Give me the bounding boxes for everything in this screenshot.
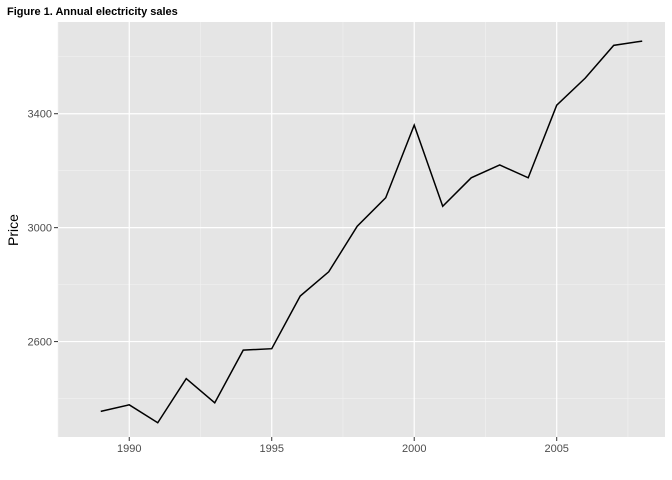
x-tick-label: 1990 <box>117 443 141 455</box>
x-axis: 1990 1995 2000 2005 <box>117 437 569 455</box>
x-tick-label: 1995 <box>259 443 283 455</box>
plot-panel <box>58 22 665 437</box>
y-tick-label: 3400 <box>28 109 52 121</box>
x-tick-label: 2000 <box>402 443 426 455</box>
y-tick-label: 3000 <box>28 223 52 235</box>
y-axis-title: Price <box>5 214 21 246</box>
y-axis: 2600 3000 3400 <box>28 109 58 349</box>
series-line <box>100 40 643 424</box>
y-tick-label: 2600 <box>28 337 52 349</box>
major-gridlines <box>58 22 665 437</box>
minor-gridlines <box>57 22 665 437</box>
chart-title: Figure 1. Annual electricity sales <box>7 6 178 18</box>
x-tick-label: 2005 <box>544 443 568 455</box>
